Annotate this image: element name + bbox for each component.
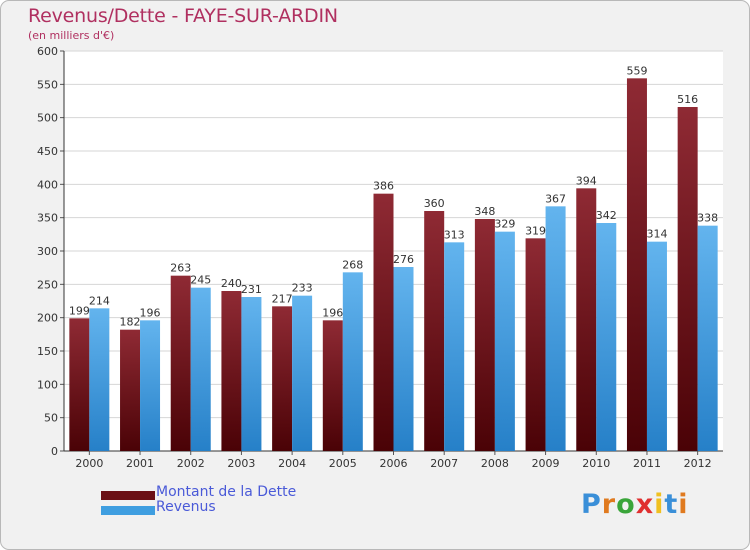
bar-revenus bbox=[545, 206, 566, 451]
legend-label-revenus: Revenus bbox=[156, 499, 216, 515]
bar-debt bbox=[576, 188, 597, 452]
y-tick-label: 350 bbox=[37, 212, 58, 225]
data-label: 348 bbox=[474, 205, 495, 218]
x-tick-label: 2001 bbox=[126, 457, 154, 470]
bar-revenus bbox=[292, 295, 313, 451]
data-label: 516 bbox=[677, 93, 698, 106]
data-label: 240 bbox=[221, 277, 242, 290]
legend-label-debt: Montant de la Dette bbox=[156, 484, 297, 500]
x-tick-label: 2005 bbox=[329, 457, 357, 470]
bar-debt bbox=[69, 318, 90, 451]
logo-letter: P bbox=[581, 489, 602, 520]
data-label: 367 bbox=[545, 192, 566, 205]
logo-letter: x bbox=[635, 489, 655, 520]
data-label: 196 bbox=[322, 306, 343, 319]
bar-revenus bbox=[190, 287, 211, 451]
data-label: 231 bbox=[241, 283, 262, 296]
bar-debt bbox=[373, 193, 394, 451]
bar-revenus bbox=[697, 225, 718, 451]
y-tick-label: 200 bbox=[37, 312, 58, 325]
data-label: 394 bbox=[576, 174, 597, 187]
bar-revenus bbox=[444, 242, 465, 451]
x-tick-label: 2006 bbox=[380, 457, 408, 470]
y-tick-label: 600 bbox=[37, 45, 58, 58]
bar-debt bbox=[677, 107, 698, 451]
bar-debt bbox=[322, 320, 343, 451]
bar-debt bbox=[170, 275, 191, 451]
x-tick-label: 2008 bbox=[481, 457, 509, 470]
data-label: 360 bbox=[424, 197, 445, 210]
bar-revenus bbox=[596, 223, 617, 451]
data-label: 276 bbox=[393, 253, 414, 266]
data-label: 217 bbox=[272, 292, 293, 305]
logo-letter: i bbox=[654, 489, 665, 520]
logo-letter: t bbox=[664, 489, 679, 520]
data-label: 559 bbox=[626, 64, 647, 77]
data-label: 182 bbox=[120, 316, 141, 329]
x-tick-label: 2009 bbox=[532, 457, 560, 470]
bar-debt bbox=[272, 306, 293, 451]
x-tick-label: 2007 bbox=[430, 457, 458, 470]
chart-title: Revenus/Dette - FAYE-SUR-ARDIN bbox=[28, 5, 338, 27]
logo-letter: o bbox=[616, 489, 636, 520]
data-label: 319 bbox=[525, 224, 546, 237]
proxiti-logo: Proxiti bbox=[581, 489, 689, 520]
bar-debt bbox=[424, 211, 445, 451]
bar-revenus bbox=[342, 272, 363, 451]
bar-debt bbox=[626, 78, 647, 451]
y-tick-label: 400 bbox=[37, 178, 58, 191]
data-label: 338 bbox=[697, 212, 718, 225]
data-label: 329 bbox=[494, 218, 515, 231]
data-label: 263 bbox=[170, 262, 191, 275]
chart-subtitle: (en milliers d'€) bbox=[28, 29, 115, 42]
data-label: 233 bbox=[292, 282, 313, 295]
y-tick-label: 450 bbox=[37, 145, 58, 158]
y-tick-label: 500 bbox=[37, 112, 58, 125]
y-tick-label: 50 bbox=[44, 412, 58, 425]
data-label: 314 bbox=[646, 228, 667, 241]
bar-debt bbox=[221, 291, 242, 451]
data-label: 199 bbox=[69, 304, 90, 317]
bar-revenus bbox=[646, 241, 667, 451]
bar-revenus bbox=[140, 320, 161, 451]
data-label: 386 bbox=[373, 180, 394, 193]
data-label: 245 bbox=[190, 274, 211, 287]
x-tick-label: 2011 bbox=[633, 457, 661, 470]
data-label: 196 bbox=[140, 306, 161, 319]
bar-revenus bbox=[89, 308, 110, 451]
y-tick-label: 100 bbox=[37, 378, 58, 391]
legend-swatch-debt bbox=[101, 491, 155, 500]
y-tick-label: 0 bbox=[51, 445, 58, 458]
bar-debt bbox=[474, 219, 495, 451]
x-tick-label: 2002 bbox=[177, 457, 205, 470]
y-tick-label: 150 bbox=[37, 345, 58, 358]
bar-revenus bbox=[241, 297, 262, 451]
x-tick-label: 2000 bbox=[75, 457, 103, 470]
y-tick-label: 250 bbox=[37, 278, 58, 291]
data-label: 342 bbox=[596, 209, 617, 222]
x-tick-label: 2004 bbox=[278, 457, 306, 470]
data-label: 214 bbox=[89, 294, 110, 307]
data-label: 268 bbox=[342, 258, 363, 271]
logo-letter: i bbox=[678, 489, 689, 520]
data-label: 313 bbox=[444, 228, 465, 241]
y-tick-label: 550 bbox=[37, 78, 58, 91]
bar-revenus bbox=[393, 267, 414, 451]
bar-debt bbox=[120, 329, 141, 451]
bar-debt bbox=[525, 238, 546, 451]
x-tick-label: 2003 bbox=[227, 457, 255, 470]
legend-swatch-revenus bbox=[101, 506, 155, 515]
y-tick-label: 300 bbox=[37, 245, 58, 258]
bar-revenus bbox=[494, 231, 515, 451]
x-tick-label: 2010 bbox=[582, 457, 610, 470]
x-tick-label: 2012 bbox=[684, 457, 712, 470]
logo-letter: r bbox=[601, 489, 617, 520]
